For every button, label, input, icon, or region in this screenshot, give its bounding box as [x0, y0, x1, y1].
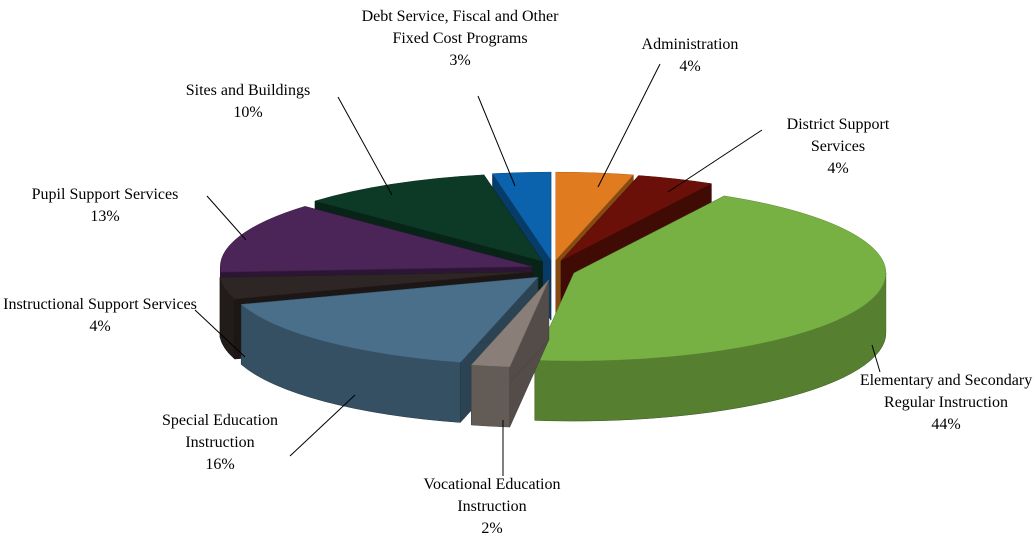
category-name: Special Education Instruction: [162, 412, 278, 451]
value-label: 16%: [205, 456, 235, 473]
slice-label: Pupil Support Services 13%: [0, 184, 210, 228]
leader-line: [597, 63, 661, 188]
slice: [314, 174, 543, 262]
category-name: Sites and Buildings: [185, 82, 311, 99]
slice-side: [471, 364, 511, 428]
value-label: 10%: [233, 104, 263, 121]
slice: [219, 271, 532, 300]
value-label: 4%: [89, 318, 111, 335]
category-name: District Support Services: [786, 116, 890, 155]
leader-line: [289, 394, 356, 457]
category-name: Pupil Support Services: [31, 186, 179, 203]
category-name: Debt Service, Fiscal and Other Fixed Cos…: [361, 8, 559, 47]
leader-line: [871, 344, 881, 373]
slice: [470, 279, 550, 428]
slice: [555, 171, 634, 261]
slice: [470, 279, 550, 368]
category-name: Administration: [641, 36, 739, 53]
leader-line: [337, 96, 393, 196]
leader-line: [194, 309, 246, 358]
value-label: 4%: [679, 58, 701, 75]
slice-label: Special Education Instruction 16%: [145, 410, 295, 476]
slice: [560, 175, 713, 261]
slice-label: Debt Service, Fiscal and Other Fixed Cos…: [360, 6, 560, 72]
slice: [534, 195, 887, 422]
value-label: 2%: [481, 520, 503, 537]
slice: [240, 276, 539, 363]
value-label: 4%: [827, 160, 849, 177]
category-name: Instructional Support Services: [3, 296, 197, 313]
category-name: Elementary and Secondary Regular Instruc…: [859, 372, 1033, 411]
slice-label: Sites and Buildings 10%: [148, 80, 348, 124]
slice: [240, 276, 539, 424]
leader-line: [667, 129, 763, 193]
category-name: Vocational Education Instruction: [423, 476, 561, 515]
slice-label: Vocational Education Instruction 2%: [392, 474, 592, 540]
value-label: 13%: [90, 208, 120, 225]
slice: [534, 195, 887, 362]
slice-label: Instructional Support Services 4%: [0, 294, 200, 338]
slice-label: Administration 4%: [610, 34, 770, 78]
slice: [492, 171, 552, 261]
slice-label: Elementary and Secondary Regular Instruc…: [859, 370, 1034, 436]
leader-line: [477, 95, 516, 187]
slice: [220, 206, 533, 273]
slice-label: District Support Services 4%: [763, 114, 913, 180]
value-label: 3%: [449, 52, 471, 69]
leader-line: [206, 195, 247, 241]
value-label: 44%: [931, 416, 961, 433]
